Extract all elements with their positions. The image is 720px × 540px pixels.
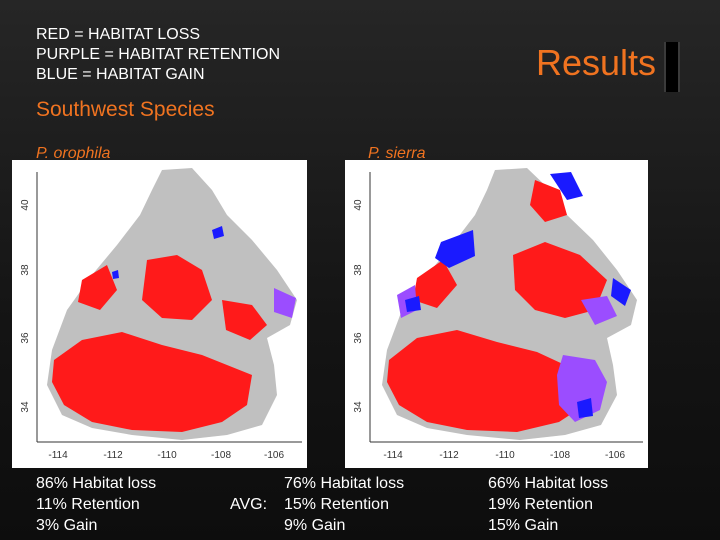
loss-region: [78, 265, 117, 310]
habitat-map-orophila: 40 38 36 34 -114 -112 -110 -108 -106: [12, 160, 307, 468]
retention-region: [557, 355, 607, 422]
species-label-right: P. sierra: [368, 145, 426, 162]
stat-gain: 15% Gain: [488, 517, 559, 534]
stat-retention: 11% Retention: [36, 496, 140, 513]
y-tick-label: 34: [353, 401, 364, 413]
stat-gain: 3% Gain: [36, 517, 98, 534]
gain-region: [405, 296, 421, 312]
stat-loss: 86% Habitat loss: [36, 475, 157, 492]
x-tick-label: -114: [383, 450, 403, 461]
loss-region: [513, 242, 607, 318]
x-tick-label: -112: [103, 450, 123, 461]
y-tick-label: 38: [353, 264, 364, 276]
stat-loss: 76% Habitat loss: [284, 475, 405, 492]
stats-orophila: 86% Habitat loss 11% Retention 3% Gain: [36, 473, 156, 536]
stat-loss: 66% Habitat loss: [488, 475, 609, 492]
y-tick-label: 40: [20, 199, 31, 211]
title-accent-bar: [664, 42, 680, 92]
gain-region: [112, 270, 119, 279]
retention-region: [581, 296, 617, 325]
stat-retention: 19% Retention: [488, 496, 593, 513]
legend-purple: PURPLE = HABITAT RETENTION: [36, 46, 281, 63]
slide-title: Results: [535, 42, 656, 83]
map-plot-sierra: 40 38 36 34 -114 -112 -110 -108 -106: [353, 168, 643, 461]
map-plot-orophila: 40 38 36 34 -114 -112 -110 -108 -106: [20, 168, 302, 461]
stat-gain: 9% Gain: [284, 517, 346, 534]
avg-label: AVG:: [230, 496, 268, 513]
stat-retention: 15% Retention: [284, 496, 389, 513]
species-label-left: P. orophila: [36, 145, 111, 162]
y-tick-label: 40: [353, 199, 364, 211]
y-tick-label: 34: [20, 401, 31, 413]
stats-average: 76% Habitat loss 15% Retention 9% Gain: [284, 473, 404, 536]
habitat-map-sierra: 40 38 36 34 -114 -112 -110 -108 -106: [345, 160, 648, 468]
gain-region: [212, 226, 224, 239]
loss-region: [530, 180, 567, 222]
legend-blue: BLUE = HABITAT GAIN: [36, 66, 205, 83]
gain-region: [550, 172, 583, 200]
x-tick-label: -114: [48, 450, 68, 461]
x-tick-label: -112: [439, 450, 459, 461]
y-tick-label: 36: [353, 332, 364, 344]
loss-region: [413, 260, 457, 308]
x-tick-label: -110: [157, 450, 177, 461]
color-legend: RED = HABITAT LOSS PURPLE = HABITAT RETE…: [36, 25, 280, 85]
loss-region: [387, 330, 589, 432]
retention-region: [274, 288, 296, 318]
x-tick-label: -110: [495, 450, 515, 461]
x-tick-label: -108: [550, 450, 570, 461]
gain-region: [435, 230, 475, 268]
loss-region: [142, 255, 212, 320]
slide-subtitle: Southwest Species: [36, 98, 215, 121]
x-tick-label: -106: [264, 450, 284, 461]
x-tick-label: -106: [605, 450, 625, 461]
stats-sierra: 66% Habitat loss 19% Retention 15% Gain: [488, 473, 608, 536]
y-tick-label: 38: [20, 264, 31, 276]
x-tick-label: -108: [211, 450, 231, 461]
loss-region: [222, 300, 267, 340]
y-tick-label: 36: [20, 332, 31, 344]
loss-region: [52, 332, 252, 432]
gain-region: [611, 278, 631, 306]
gain-region: [577, 398, 593, 418]
legend-red: RED = HABITAT LOSS: [36, 26, 201, 43]
